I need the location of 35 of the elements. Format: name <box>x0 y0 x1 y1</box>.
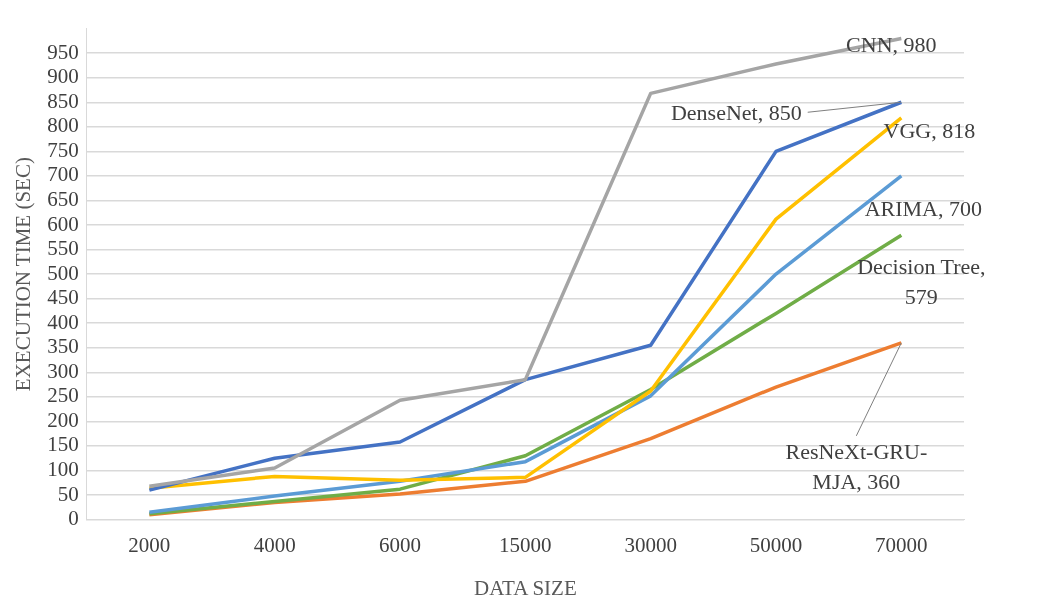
y-tick-label: 50 <box>57 481 79 506</box>
annotation: Decision Tree, 579 <box>857 254 986 310</box>
x-tick-label: 15000 <box>499 532 552 557</box>
y-tick-label: 750 <box>47 137 79 162</box>
x-tick-label: 50000 <box>749 532 803 557</box>
y-tick-label: 950 <box>47 39 79 64</box>
y-tick-label: 700 <box>47 162 79 187</box>
x-tick-label: 2000 <box>128 532 171 557</box>
y-tick-label: 800 <box>47 113 79 138</box>
y-tick-label: 500 <box>47 260 79 285</box>
annotation: VGG, 818 <box>883 117 976 143</box>
y-tick-label: 900 <box>47 64 79 89</box>
x-axis-title: DATA SIZE <box>473 575 577 600</box>
y-tick-label: 150 <box>47 432 79 457</box>
annotation: ResNeXt-GRU-MJA, 360 <box>785 438 928 494</box>
y-tick-label: 650 <box>47 186 79 211</box>
x-tick-label: 4000 <box>253 532 296 557</box>
y-tick-label: 300 <box>47 358 79 383</box>
y-tick-label: 250 <box>47 383 79 408</box>
annotation: CNN, 980 <box>846 32 937 58</box>
annotation: DenseNet, 850 <box>670 100 802 126</box>
x-tick-label: 30000 <box>624 532 677 557</box>
y-tick-label: 550 <box>47 236 79 261</box>
y-tick-label: 0 <box>68 506 79 531</box>
y-tick-label: 850 <box>47 88 79 113</box>
y-tick-label: 100 <box>47 457 79 482</box>
y-tick-label: 200 <box>47 407 79 432</box>
y-tick-label: 450 <box>47 285 79 310</box>
y-tick-label: 600 <box>47 211 79 236</box>
annotation: ARIMA, 700 <box>864 195 983 221</box>
x-tick-label: 6000 <box>379 532 422 557</box>
y-tick-label: 350 <box>47 334 79 359</box>
y-tick-label: 400 <box>47 309 79 334</box>
x-tick-label: 70000 <box>875 532 928 557</box>
y-axis-title: EXECUTION TIME (SEC) <box>11 157 36 392</box>
